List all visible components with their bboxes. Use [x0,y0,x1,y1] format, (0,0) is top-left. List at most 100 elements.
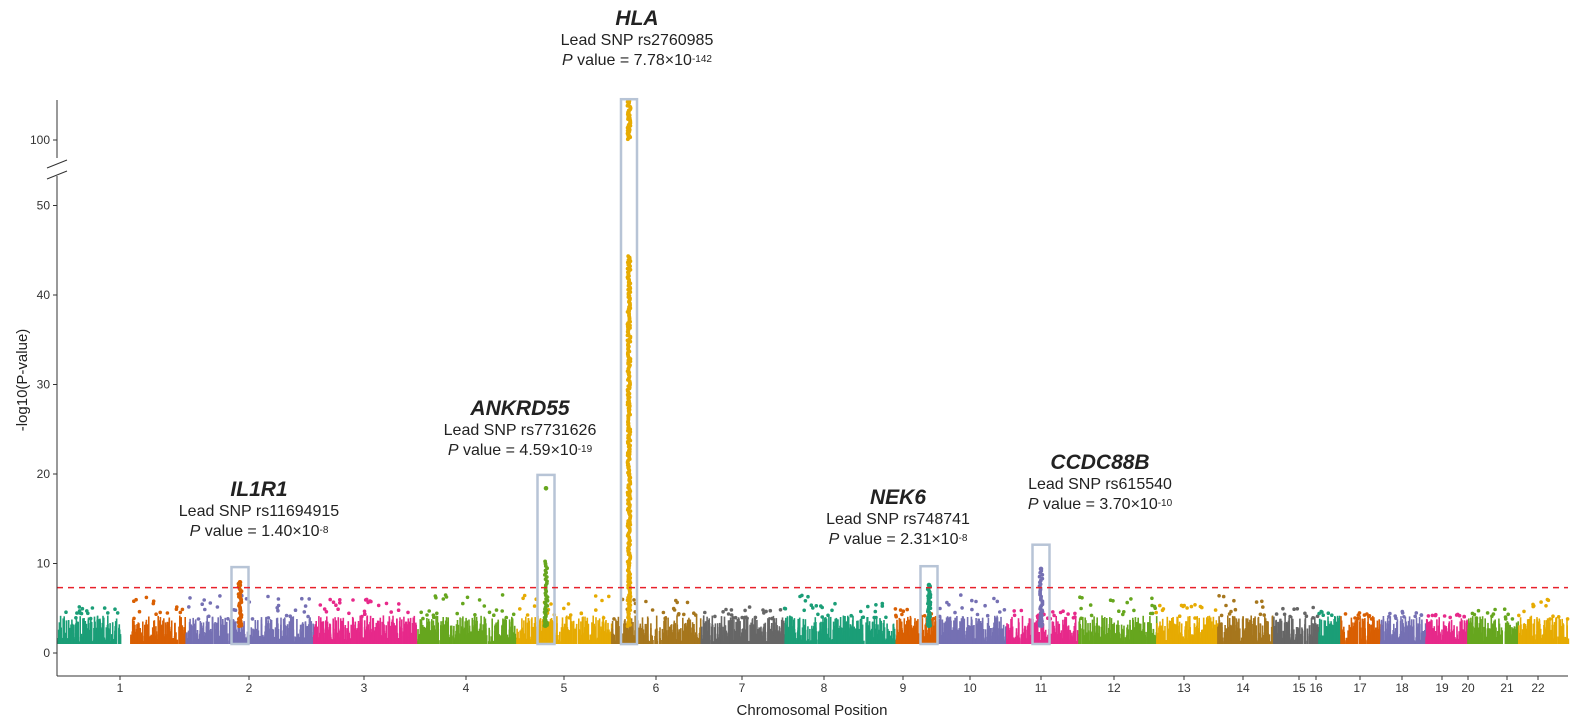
snp-band [337,617,340,644]
snp-band [898,617,901,644]
snp-point [947,603,951,607]
snp-band [472,626,474,644]
snp-band [1386,623,1389,644]
snp-band [1096,617,1098,644]
snp-band [1065,617,1068,644]
snp-band [580,637,583,644]
snp-band [765,641,767,644]
snp-band [361,617,363,644]
snp-band [274,641,276,644]
snp-band [639,637,642,644]
snp-band [1359,621,1361,644]
snp-band [1043,631,1046,644]
snp-band [574,635,576,644]
snp-point [158,610,162,615]
snp-band [1299,640,1301,644]
snp-band [1508,625,1510,644]
snp-band [175,632,177,644]
snp-band [189,634,192,644]
snp-band [1436,619,1438,644]
snp-band [604,630,606,644]
snp-band [1283,622,1286,644]
snp-band [781,623,783,644]
snp-band [77,621,79,644]
snp-band [401,619,403,644]
snp-band [1104,617,1106,644]
snp-band [1451,640,1454,644]
snp-band [811,640,813,644]
snp-band [1367,617,1369,644]
snp-band [873,639,876,644]
snp-band [1368,623,1371,644]
snp-band [1071,641,1073,644]
snp-band [533,641,536,644]
snp-band [99,618,101,644]
snp-band [568,638,570,644]
snp-band [282,630,284,644]
snp-point [1019,608,1024,613]
snp-band [1446,639,1449,644]
snp-band [1206,639,1209,644]
snp-point [1052,613,1056,618]
snp-band [550,618,553,644]
snp-band [1139,632,1142,644]
snp-band [1060,630,1063,644]
snp-band [202,628,205,644]
snp-band [398,640,400,644]
snp-point [1326,611,1331,615]
snp-point [1462,614,1466,619]
snp-point [873,609,878,614]
snp-band [606,635,609,644]
snp-band [685,624,687,644]
snp-band [719,630,722,644]
snp-band [772,635,774,644]
snp-band [1290,633,1292,644]
snp-band [1400,616,1402,644]
snp-band [181,625,184,644]
snp-band [1306,628,1309,644]
snp-band [1273,640,1275,644]
snp-band [196,635,199,644]
snp-band [613,634,616,644]
snp-band [338,637,341,644]
snp-band [623,620,626,644]
snp-band [412,626,414,644]
snp-band [500,638,502,644]
snp-band [1247,618,1249,644]
snp-band [545,619,548,644]
snp-band [843,631,846,644]
snp-band [844,616,846,644]
snp-band [96,616,99,644]
snp-band [544,625,546,644]
snp-band [1273,616,1275,644]
snp-band [1391,634,1393,644]
snp-band [784,622,787,644]
snp-band [949,626,951,644]
snp-band [153,620,156,644]
snp-band [83,621,85,644]
snp-band [1470,622,1473,644]
snp-band [1513,629,1516,644]
snp-band [1497,636,1499,644]
snp-band [1095,635,1097,644]
snp-point [1219,613,1224,618]
snp-band [1091,619,1094,644]
snp-point [174,607,179,611]
snp-band [221,627,224,644]
snp-point [1388,611,1392,616]
snp-point [922,614,927,618]
snp-band [1125,635,1128,644]
snp-band [461,618,463,644]
snp-band [580,621,582,644]
snp-band [968,625,970,644]
snp-band [952,640,955,644]
snp-band [595,617,597,644]
snp-point [427,609,432,613]
snp-band [1318,633,1320,644]
snp-band [1169,632,1172,644]
snp-band [873,616,876,644]
snp-band [1385,633,1387,644]
snp-point [778,608,783,612]
snp-band [948,617,950,644]
